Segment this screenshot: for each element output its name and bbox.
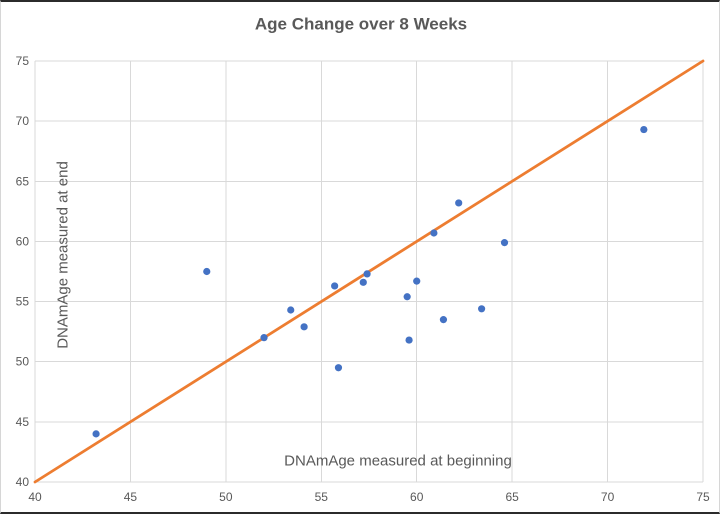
y-tick-label: 75 — [16, 54, 30, 68]
x-tick-label: 55 — [315, 490, 329, 504]
y-tick-label: 55 — [16, 295, 30, 309]
scatter-point-layer — [92, 125, 648, 438]
y-axis-tick-labels: 40 45 50 55 60 65 70 75 — [16, 54, 30, 489]
scatter-point — [287, 306, 295, 314]
scatter-point — [439, 316, 448, 324]
x-tick-label: 50 — [219, 490, 233, 504]
scatter-point — [430, 229, 438, 237]
scatter-point — [331, 282, 339, 290]
y-axis-title: DNAmAge measured at end — [55, 161, 72, 349]
x-tick-label: 65 — [505, 490, 519, 504]
chart-title: Age Change over 8 Weeks — [255, 15, 467, 34]
x-tick-label: 70 — [601, 490, 615, 504]
scatter-point — [455, 199, 463, 207]
scatter-point — [203, 267, 211, 276]
y-tick-label: 65 — [16, 174, 30, 188]
scatter-point — [300, 323, 308, 331]
scatter-point — [260, 334, 268, 342]
x-axis-title: DNAmAge measured at beginning — [284, 453, 512, 470]
x-tick-label: 75 — [696, 490, 710, 504]
scatter-point — [478, 305, 486, 313]
scatter-point — [334, 364, 343, 372]
gridlines — [34, 60, 704, 483]
x-axis-tick-labels: 40 45 50 55 60 65 70 75 — [28, 490, 710, 504]
y-tick-label: 60 — [16, 234, 30, 248]
y-tick-label: 45 — [16, 415, 30, 429]
scatter-point — [405, 336, 413, 344]
scatter-point — [92, 430, 100, 438]
y-tick-label: 50 — [16, 355, 30, 369]
y-tick-label: 70 — [16, 114, 30, 128]
x-tick-label: 40 — [28, 490, 42, 504]
scatter-point — [363, 270, 371, 278]
scatter-point — [640, 125, 648, 134]
x-tick-label: 45 — [124, 490, 138, 504]
scatter-point — [359, 278, 367, 286]
y-tick-label: 40 — [16, 475, 30, 489]
x-tick-label: 60 — [410, 490, 424, 504]
scatter-point — [413, 277, 421, 285]
scatter-point — [403, 293, 411, 301]
scatter-point — [500, 239, 509, 247]
